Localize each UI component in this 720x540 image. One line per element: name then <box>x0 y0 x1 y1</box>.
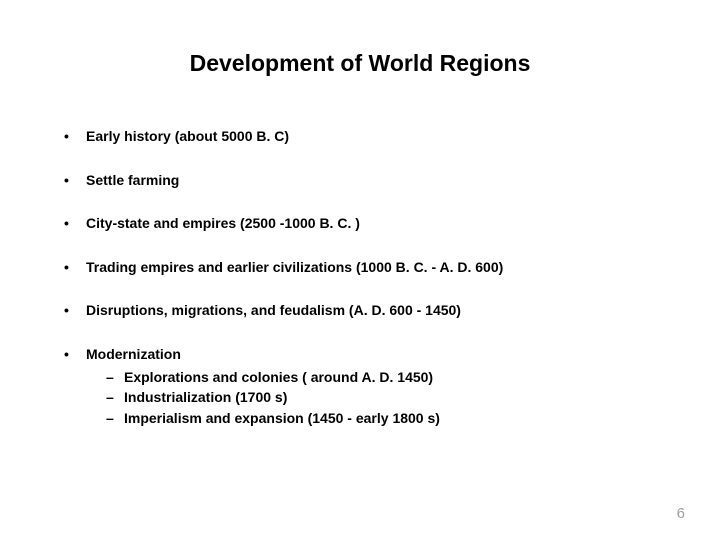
bullet-item: Trading empires and earlier civilization… <box>60 258 670 278</box>
sub-bullet-text: Imperialism and expansion (1450 - early … <box>124 410 440 426</box>
bullet-item: Disruptions, migrations, and feudalism (… <box>60 301 670 321</box>
sub-bullet-item: Industrialization (1700 s) <box>106 388 670 408</box>
bullet-text: Settle farming <box>86 172 179 188</box>
sub-bullet-text: Industrialization (1700 s) <box>124 389 287 405</box>
page-number: 6 <box>677 505 685 522</box>
bullet-item: Modernization Explorations and colonies … <box>60 345 670 428</box>
slide-container: Development of World Regions Early histo… <box>0 0 720 540</box>
slide-title: Development of World Regions <box>50 50 670 77</box>
sub-bullet-item: Imperialism and expansion (1450 - early … <box>106 409 670 429</box>
sub-bullet-item: Explorations and colonies ( around A. D.… <box>106 368 670 388</box>
bullet-text: City-state and empires (2500 -1000 B. C.… <box>86 215 360 231</box>
bullet-text: Disruptions, migrations, and feudalism (… <box>86 302 461 318</box>
bullet-text: Modernization <box>86 346 181 362</box>
bullet-text: Early history (about 5000 B. C) <box>86 128 289 144</box>
sub-bullet-list: Explorations and colonies ( around A. D.… <box>86 368 670 429</box>
bullet-item: City-state and empires (2500 -1000 B. C.… <box>60 214 670 234</box>
bullet-item: Early history (about 5000 B. C) <box>60 127 670 147</box>
bullet-list: Early history (about 5000 B. C) Settle f… <box>50 127 670 428</box>
sub-bullet-text: Explorations and colonies ( around A. D.… <box>124 369 433 385</box>
bullet-text: Trading empires and earlier civilization… <box>86 259 503 275</box>
bullet-item: Settle farming <box>60 171 670 191</box>
